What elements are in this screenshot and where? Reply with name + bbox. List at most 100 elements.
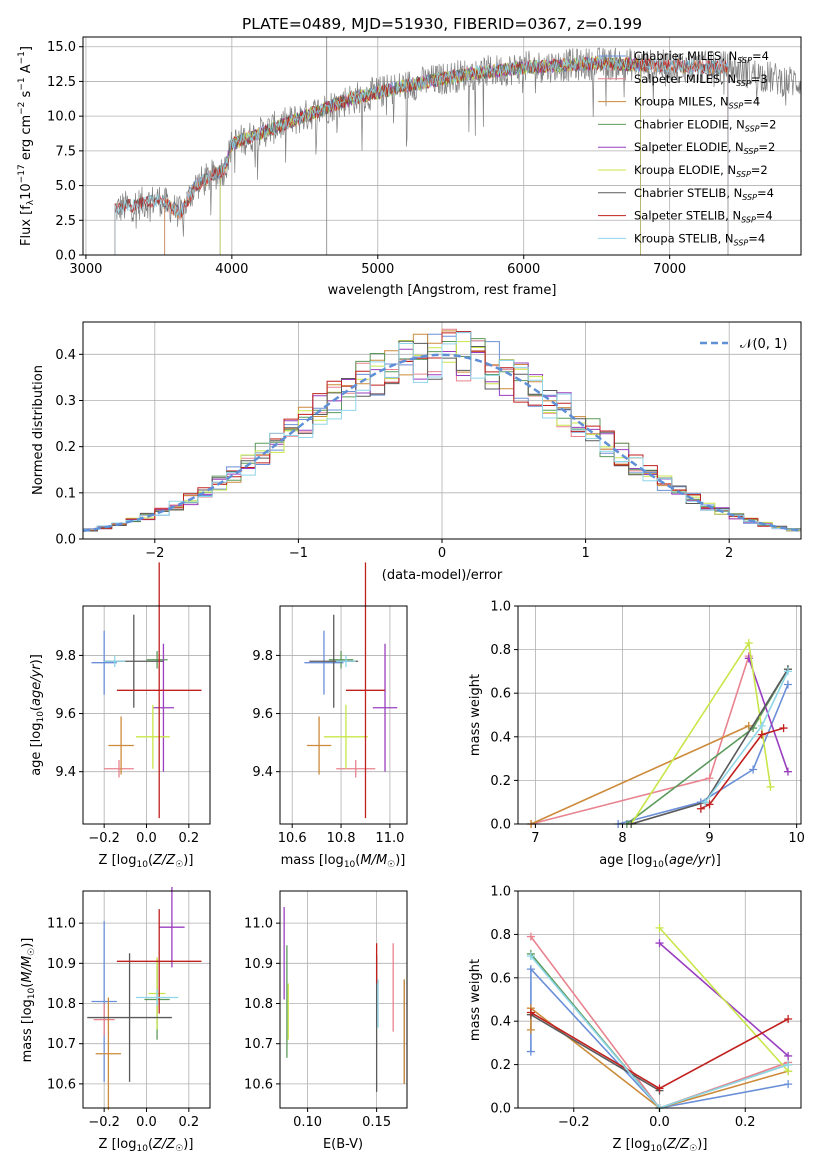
x-tick-label: 10.8 [327, 831, 356, 846]
y-tick-label: 0.0 [490, 818, 511, 833]
y-tick-label: 10.6 [47, 1077, 76, 1092]
massweight-marker-salpeter-elodie [783, 767, 792, 776]
massweight-line-chabrier-miles [617, 684, 789, 825]
mass-vs-ebv-frame [279, 890, 408, 1109]
x-tick-label: 5000 [361, 262, 394, 277]
age-vs-mass-panel: 10.6 10.8 11.0 9.4 9.6 9.8 mass [log10(M/M☉)] [252, 562, 408, 870]
massweight-line-kroupa-elodie [658, 927, 789, 1072]
y-tick-label: 0.4 [55, 348, 76, 363]
y-tick-label: 0.4 [490, 730, 511, 745]
x-tick-label: −0.2 [88, 1115, 120, 1130]
mass-vs-metallicity-ylabel: mass [log10(M/M☉)] [20, 938, 37, 1063]
mass-vs-metallicity-panel: −0.2 0.0 0.2 10.6 10.7 10.8 10.9 11.0 Z [log10(… [20, 886, 211, 1154]
y-tick-label: 10.7 [244, 1037, 273, 1052]
legend-label-salpeter-stelib: Salpeter STELIB, NSSP=4 [634, 209, 773, 225]
x-tick-label: −0.2 [558, 1115, 590, 1130]
y-tick-label: 15.0 [47, 40, 76, 55]
y-tick-label: 10.9 [47, 957, 76, 972]
massweight-vs-metallicity-panel: −0.2 0.0 0.2 0.0 0.2 0.4 0.6 0.8 1.0 Z [log10(Z/… [468, 885, 802, 1154]
legend-label-kroupa-stelib: Kroupa STELIB, NSSP=4 [634, 231, 765, 247]
x-tick-label: −0.2 [88, 831, 120, 846]
y-tick-label: 0.2 [490, 1058, 511, 1073]
y-tick-label: 7.5 [55, 144, 76, 159]
legend-label-normal: 𝒩(0, 1) [740, 337, 787, 352]
y-tick-label: 11.0 [244, 917, 273, 932]
y-tick-label: 0.0 [490, 1102, 511, 1117]
massweight-line-kroupa-miles [530, 725, 750, 825]
mass-vs-ebv-panel: 0.10 0.15 10.6 10.7 10.8 10.9 11.0 E(B-V) [244, 890, 408, 1152]
massweight-vs-metallicity-ylabel: mass weight [468, 959, 483, 1041]
y-tick-label: 0.6 [490, 687, 511, 702]
y-tick-label: 9.8 [252, 649, 273, 664]
histogram-legend: 𝒩(0, 1) [700, 337, 787, 352]
y-tick-label: 10.8 [47, 997, 76, 1012]
y-tick-label: 9.4 [55, 765, 76, 780]
massweight-marker-salpeter-elodie [784, 1051, 793, 1060]
y-tick-label: 9.4 [252, 765, 273, 780]
y-tick-label: 9.6 [252, 707, 273, 722]
massweight-line-salpeter-stelib [700, 727, 784, 810]
massweight-marker-salpeter-stelib [696, 804, 705, 813]
age-vs-mass-frame [279, 605, 408, 825]
massweight-marker-chabrier-miles [526, 1047, 535, 1056]
massweight-marker-kroupa-stelib [701, 798, 710, 807]
y-tick-label: 0.6 [490, 971, 511, 986]
massweight-marker-kroupa-stelib [783, 667, 792, 676]
y-tick-label: 10.9 [244, 957, 273, 972]
massweight-vs-age-xlabel: age [log10(age/yr)] [599, 853, 721, 870]
residual-histogram-panel: −2 −1 0 1 2 0.0 0.1 0.2 0.3 0.4 (data-model)/erro… [31, 321, 802, 583]
massweight-marker-kroupa-stelib [526, 952, 535, 961]
histogram-ylabel: Normed distribution [31, 365, 46, 495]
massweight-marker-kroupa-elodie [744, 639, 753, 648]
x-tick-label: 3000 [69, 262, 102, 277]
massweight-marker-salpeter-stelib [705, 800, 714, 809]
x-tick-label: 6000 [507, 262, 540, 277]
y-tick-label: 10.0 [47, 110, 76, 125]
y-tick-label: 0.0 [55, 533, 76, 548]
y-tick-label: 10.6 [244, 1077, 273, 1092]
massweight-vs-metallicity-xlabel: Z [log10(Z/Z☉)] [613, 1137, 708, 1154]
mass-vs-metallicity-xlabel: Z [log10(Z/Z☉)] [99, 1137, 194, 1154]
age-vs-metallicity-panel: −0.2 0.0 0.2 9.4 9.6 9.8 Z [log10(Z/Z☉)] age … [29, 562, 211, 870]
massweight-marker-salpeter-stelib [757, 730, 766, 739]
massweight-marker-kroupa-miles [744, 721, 753, 730]
model-spectrum-chabrier-miles [164, 56, 729, 256]
massweight-vs-age-frame [517, 605, 802, 825]
age-vs-metallicity-xlabel: Z [log10(Z/Z☉)] [99, 853, 194, 870]
y-tick-label: 9.6 [55, 707, 76, 722]
y-tick-label: 5.0 [55, 179, 76, 194]
x-tick-label: 2 [725, 546, 733, 561]
massweight-marker-kroupa-stelib [784, 1060, 793, 1069]
model-spectrum-kroupa-stelib [114, 56, 729, 255]
x-tick-label: 0.0 [136, 831, 157, 846]
x-tick-label: 1 [581, 546, 589, 561]
y-tick-label: 12.5 [47, 75, 76, 90]
y-tick-label: 0.0 [55, 249, 76, 264]
legend-label-chabrier-stelib: Chabrier STELIB, NSSP=4 [634, 186, 774, 202]
normal-distribution-curve [82, 353, 802, 533]
spectrum-plot-frame [82, 36, 802, 256]
massweight-marker-chabrier-miles [783, 680, 792, 689]
y-tick-label: 0.8 [490, 928, 511, 943]
y-tick-label: 0.2 [55, 440, 76, 455]
y-tick-label: 0.2 [490, 774, 511, 789]
y-tick-label: 1.0 [490, 885, 511, 900]
x-tick-label: 11.0 [375, 831, 404, 846]
x-tick-label: 0.2 [178, 1115, 199, 1130]
massweight-marker-kroupa-miles [526, 1025, 535, 1034]
massweight-marker-kroupa-elodie [766, 782, 775, 791]
x-tick-label: −2 [145, 546, 164, 561]
massweight-marker-chabrier-miles [526, 965, 535, 974]
model-spectrum-kroupa-miles [164, 55, 729, 256]
x-tick-label: 10.6 [278, 831, 307, 846]
x-tick-label: 0.2 [735, 1115, 756, 1130]
x-tick-label: 0.0 [136, 1115, 157, 1130]
massweight-line-salpeter-elodie [748, 658, 789, 772]
x-tick-label: 0.10 [293, 1115, 322, 1130]
massweight-marker-salpeter-stelib [655, 1084, 664, 1093]
y-tick-label: 1.0 [490, 600, 511, 615]
x-tick-label: 0.15 [362, 1115, 391, 1130]
x-tick-label: 0 [438, 546, 446, 561]
massweight-marker-salpeter-miles [526, 932, 535, 941]
y-tick-label: 0.1 [55, 486, 76, 501]
